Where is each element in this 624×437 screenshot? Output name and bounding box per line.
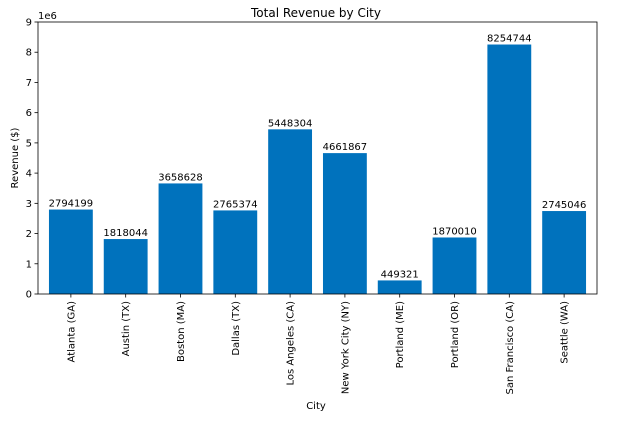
y-tick-label: 6 [26, 108, 32, 119]
axes-frame [37, 21, 598, 295]
y-axis-label: Revenue ($) [10, 127, 21, 188]
bar [48, 209, 93, 294]
y-tick-label: 4 [26, 169, 32, 180]
y-tick-label: 9 [26, 18, 32, 29]
y-tick-label: 8 [26, 48, 32, 59]
plot-area: 2794199 1818044 3658628 2765374 5448304 46618… [26, 18, 598, 395]
bar [268, 129, 313, 294]
x-tick-label: Boston (MA) [176, 301, 187, 362]
y-tick-label: 7 [26, 78, 32, 89]
x-tick-label: New York City (NY) [340, 301, 351, 394]
bar [542, 211, 587, 294]
data-label: 2745046 [542, 200, 587, 211]
x-tick-label: Austin (TX) [121, 301, 132, 356]
bar [213, 210, 258, 294]
data-label: 8254744 [487, 34, 532, 45]
y-tick-label: 3 [26, 199, 32, 210]
bar [432, 237, 477, 294]
bar [377, 280, 422, 294]
bar [103, 239, 148, 294]
x-tick-label: Seattle (WA) [560, 301, 571, 364]
x-axis-label: City [306, 401, 326, 412]
data-label: 1818044 [103, 228, 148, 239]
bar [487, 44, 532, 294]
x-tick-label: Dallas (TX) [231, 301, 242, 356]
data-label: 4661867 [323, 142, 368, 153]
bar [322, 153, 367, 294]
x-tick-label: Los Angeles (CA) [286, 301, 297, 386]
chart-title: Total Revenue by City [250, 6, 381, 20]
x-tick-label: Atlanta (GA) [66, 301, 77, 363]
x-tick-label: San Francisco (CA) [505, 301, 516, 395]
data-label: 2794199 [49, 199, 94, 210]
y-tick-label: 0 [26, 290, 32, 301]
data-label: 5448304 [268, 118, 313, 129]
y-tick-label: 5 [26, 138, 32, 149]
data-label: 3658628 [158, 172, 203, 183]
y-tick-label: 2 [26, 229, 32, 240]
y-tick-label: 1 [26, 259, 32, 270]
data-label: 2765374 [213, 199, 258, 210]
bar [158, 183, 203, 294]
data-label: 449321 [381, 269, 419, 280]
x-tick-label: Portland (OR) [450, 301, 461, 368]
y-offset-label: 1e6 [38, 11, 57, 22]
x-tick-label: Portland (ME) [395, 301, 406, 368]
data-label: 1870010 [432, 226, 477, 237]
